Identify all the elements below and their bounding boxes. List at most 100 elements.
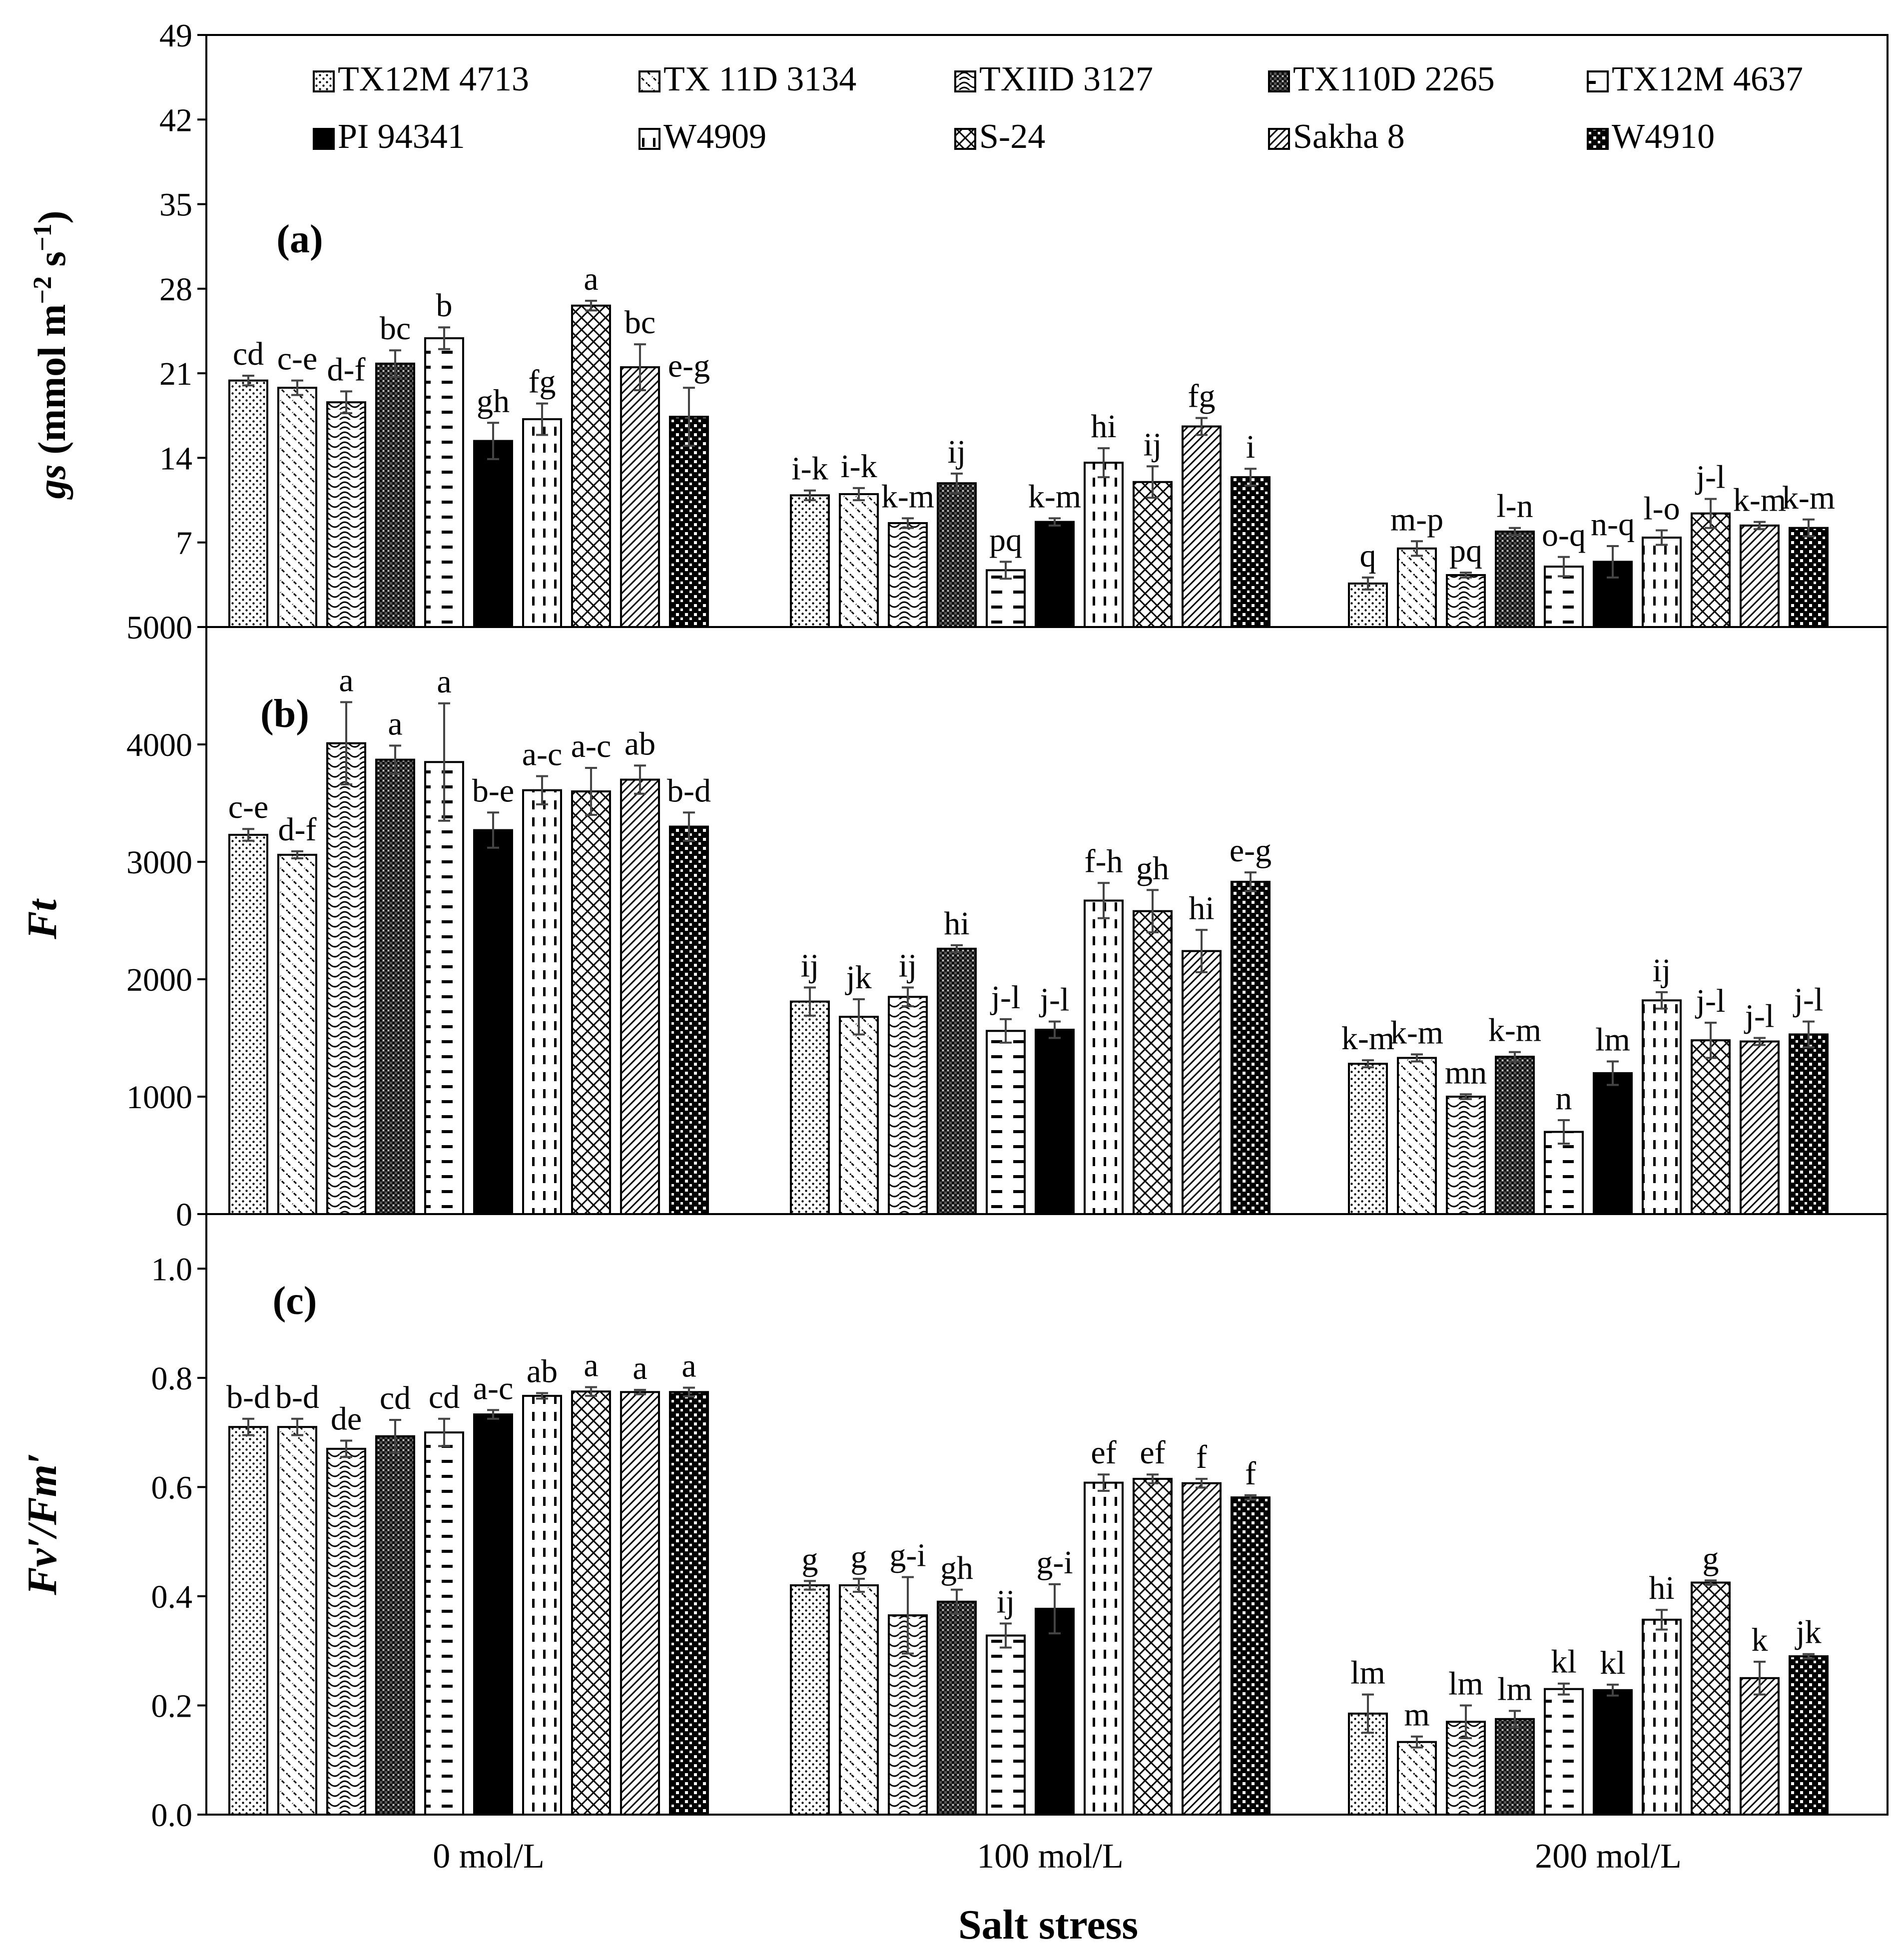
significance-letter: hi [944, 905, 969, 942]
significance-letter: ij [1144, 426, 1162, 463]
bar-tx-11d-3134 [839, 1016, 879, 1215]
significance-letter: k-m [1733, 482, 1786, 519]
significance-letter: ij [1653, 952, 1671, 989]
significance-letter: b [436, 287, 453, 324]
x-axis-title: Salt stress [958, 1902, 1138, 1948]
legend-swatch-tx-11d-3134 [638, 70, 660, 92]
bar-s-24 [1691, 1581, 1731, 1816]
significance-letter: mn [1445, 1054, 1487, 1091]
bar-txiid-3127 [888, 522, 928, 628]
significance-letter: jk [845, 959, 871, 996]
significance-letter: k-m [1341, 1020, 1394, 1057]
significance-letter: ab [527, 1353, 558, 1389]
bar-tx12m-4637 [424, 761, 464, 1215]
bar-tx110d-2265 [375, 362, 415, 628]
bar-w4909 [1642, 999, 1682, 1216]
bar-sakha-8 [620, 1391, 660, 1816]
bar-txiid-3127 [888, 996, 928, 1215]
significance-letter: hi [1649, 1570, 1674, 1606]
significance-letter: hi [1091, 408, 1116, 445]
bar-w4910 [669, 1391, 709, 1816]
bar-pi-94341 [473, 440, 513, 628]
significance-letter: cd [429, 1379, 460, 1415]
bar-tx-11d-3134 [277, 1426, 317, 1816]
bar-tx-11d-3134 [277, 387, 317, 628]
bar-txiid-3127 [326, 401, 366, 628]
y-tick-label: 0.0 [151, 1797, 193, 1834]
ylabel-ft: Ft [19, 898, 65, 940]
legend-swatch-s-24 [954, 128, 976, 150]
bar-tx-11d-3134 [839, 1584, 879, 1816]
bar-s-24 [571, 790, 611, 1215]
bar-pi-94341 [473, 829, 513, 1216]
panel-c: 0.0 0.2 0.4 0.6 0.8 1.0 (c) b-d g lm b-d g m de g-i lm c… [151, 1251, 1829, 1834]
significance-letter: ij [948, 434, 966, 470]
bar-sakha-8 [1740, 524, 1780, 629]
x-category-1: 100 mol/L [977, 1837, 1124, 1876]
bar-sakha-8 [620, 366, 660, 628]
significance-letter: lm [1497, 1671, 1532, 1707]
legend-label-sakha-8: Sakha 8 [1293, 117, 1405, 156]
panel-b: 0 1000 2000 3000 4000 5000 (b) c-e ij k-m d-f jk k-m… [126, 610, 1829, 1233]
bar-tx-11d-3134 [1397, 547, 1437, 629]
significance-letter: g [851, 1539, 867, 1575]
panel-tag: (c) [273, 1279, 317, 1323]
significance-letter: b-d [667, 772, 711, 809]
significance-letter: ab [625, 725, 655, 762]
panel-tag: (b) [260, 692, 309, 736]
bar-tx12m-4637 [986, 569, 1026, 629]
bar-s-24 [1691, 512, 1731, 628]
significance-letter: n-q [1591, 506, 1635, 543]
significance-letter: f-h [1085, 843, 1123, 879]
ylabel-gs-mid: s [30, 251, 73, 276]
significance-letter: bc [625, 304, 655, 341]
panels: 07142128354249(a)cdi-kqc-ei-km-pd-fk-mpq… [126, 17, 1835, 1834]
significance-letter: f [1245, 1455, 1256, 1492]
significance-letter: gh [1136, 850, 1169, 886]
x-category-2: 200 mol/L [1535, 1837, 1682, 1876]
y-tick-label: 35 [159, 187, 192, 223]
legend-label-w4909: W4909 [663, 117, 766, 156]
ylabel-gs-sup2: −1 [28, 223, 57, 251]
bar-sakha-8 [620, 778, 660, 1215]
y-tick-label: 42 [159, 102, 192, 138]
ylabel-gs-unit: (mmol m [30, 304, 73, 465]
legend-label-s-24: S-24 [979, 117, 1045, 156]
significance-letter: g-i [1036, 1544, 1073, 1581]
bar-tx12m-4713 [790, 1000, 830, 1216]
y-tick-label: 28 [159, 271, 192, 308]
significance-letter: ij [899, 947, 917, 984]
significance-letter: b-d [275, 1379, 319, 1415]
ylabel-gs-main: gs [30, 464, 73, 500]
significance-letter: j-l [1793, 982, 1824, 1018]
significance-letter: fg [1188, 378, 1216, 415]
legend-label-tx-11d-3134: TX 11D 3134 [663, 60, 856, 98]
bar-tx12m-4637 [424, 337, 464, 628]
legend-swatch-tx12m-4637 [1587, 70, 1609, 92]
legend-swatch-pi-94341 [313, 128, 335, 150]
legend-label-txiid-3127: TXIID 3127 [979, 60, 1153, 98]
significance-letter: a [681, 1347, 696, 1384]
legend-label-tx110d-2265: TX110D 2265 [1293, 60, 1495, 98]
significance-letter: fg [529, 364, 556, 400]
significance-letter: a [437, 663, 451, 700]
bar-w4909 [1642, 537, 1682, 628]
significance-letter: gh [940, 1550, 973, 1586]
legend-swatch-tx110d-2265 [1268, 70, 1290, 92]
bar-tx110d-2265 [1495, 1718, 1535, 1816]
significance-letter: k-m [881, 478, 934, 515]
bar-w4910 [669, 416, 709, 629]
significance-letter: lm [1350, 1655, 1385, 1691]
bar-tx110d-2265 [937, 482, 977, 628]
significance-letter: c-e [277, 341, 318, 377]
bar-w4910 [1789, 527, 1829, 628]
bar-tx110d-2265 [1495, 1056, 1535, 1216]
significance-letter: kl [1600, 1645, 1625, 1681]
bar-tx12m-4637 [1544, 1688, 1584, 1816]
significance-letter: k-m [1488, 1012, 1541, 1049]
legend-label-w4910: W4910 [1612, 117, 1715, 156]
significance-letter: gh [477, 383, 510, 419]
ylabel-fvfm: Fv′/Fm′ [19, 1452, 65, 1595]
bar-tx12m-4713 [228, 833, 268, 1215]
bar-tx110d-2265 [937, 947, 977, 1215]
